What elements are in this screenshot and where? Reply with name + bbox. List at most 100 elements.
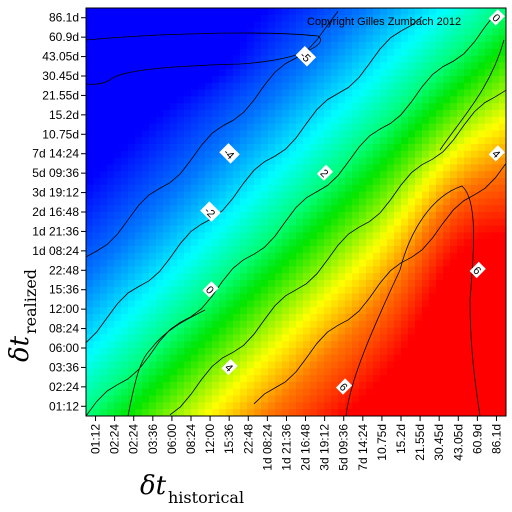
heatmap-cell (191, 184, 199, 193)
heatmap-cell (380, 178, 388, 186)
heatmap-cell (212, 327, 220, 335)
y-axis-label-sub: realized (21, 269, 40, 334)
heatmap-cell (205, 382, 213, 390)
heatmap-cell (415, 348, 423, 356)
heatmap-cell (135, 82, 143, 91)
heatmap-cell (471, 388, 479, 397)
heatmap-cell (93, 198, 101, 206)
heatmap-cell (352, 150, 360, 159)
heatmap-cell (324, 62, 332, 70)
heatmap-cell (401, 286, 409, 295)
heatmap-cell (478, 137, 486, 145)
heatmap-cell (373, 171, 381, 179)
heatmap-cell (254, 130, 262, 138)
heatmap-cell (485, 218, 493, 227)
heatmap-cell (233, 300, 241, 308)
heatmap-cell (352, 123, 360, 131)
heatmap-cell (394, 252, 402, 261)
heatmap-cell (457, 368, 465, 376)
heatmap-cell (191, 368, 199, 376)
heatmap-cell (345, 225, 353, 233)
heatmap-cell (177, 28, 185, 36)
heatmap-cell (359, 252, 367, 261)
heatmap-cell (394, 246, 402, 254)
heatmap-cell (352, 198, 360, 206)
heatmap-cell (142, 130, 150, 138)
heatmap-cell (492, 388, 500, 397)
heatmap-cell (443, 232, 451, 240)
heatmap-cell (107, 171, 115, 179)
heatmap-cell (170, 137, 178, 145)
heatmap-cell (268, 184, 276, 193)
heatmap-cell (226, 375, 234, 383)
heatmap-cell (135, 110, 143, 118)
heatmap-cell (373, 184, 381, 193)
heatmap-cell (205, 368, 213, 376)
heatmap-cell (338, 137, 346, 145)
y-tick-label: 5d 09:36 (32, 166, 79, 180)
x-tick-label: 86.1d (489, 424, 503, 454)
heatmap-cell (254, 62, 262, 70)
heatmap-cell (436, 48, 444, 57)
heatmap-cell (100, 42, 108, 50)
heatmap-cell (296, 402, 304, 410)
heatmap-cell (450, 14, 458, 23)
heatmap-cell (464, 164, 472, 172)
heatmap-cell (331, 62, 339, 70)
heatmap-cell (268, 273, 276, 281)
heatmap-cell (156, 42, 164, 50)
heatmap-cell (457, 144, 465, 152)
heatmap-cell (303, 300, 311, 308)
heatmap-cell (317, 55, 325, 63)
heatmap-cell (268, 300, 276, 308)
heatmap-cell (149, 286, 157, 295)
heatmap-cell (275, 212, 283, 220)
heatmap-cell (296, 348, 304, 356)
heatmap-cell (100, 341, 108, 349)
heatmap-cell (240, 314, 248, 322)
heatmap-cell (464, 375, 472, 383)
heatmap-cell (170, 280, 178, 288)
heatmap-cell (303, 35, 311, 43)
heatmap-cell (394, 76, 402, 84)
heatmap-cell (296, 266, 304, 274)
heatmap-cell (366, 246, 374, 254)
heatmap-cell (373, 402, 381, 410)
heatmap-cell (359, 96, 367, 104)
heatmap-cell (429, 35, 437, 43)
heatmap-cell (156, 382, 164, 390)
heatmap-cell (289, 388, 297, 397)
copyright-text: Copyright Gilles Zumbach 2012 (307, 16, 461, 28)
heatmap-cell (387, 293, 395, 301)
heatmap-cell (296, 395, 304, 403)
heatmap-cell (156, 361, 164, 369)
heatmap-cell (359, 184, 367, 193)
heatmap-cell (317, 307, 325, 315)
heatmap-cell (408, 82, 416, 91)
heatmap-cell (436, 225, 444, 233)
heatmap-cell (247, 116, 255, 125)
heatmap-cell (205, 273, 213, 281)
heatmap-cell (492, 205, 500, 213)
heatmap-cell (485, 246, 493, 254)
heatmap-cell (436, 273, 444, 281)
heatmap-cell (317, 286, 325, 295)
heatmap-cell (478, 205, 486, 213)
heatmap-cell (149, 82, 157, 91)
heatmap-cell (359, 110, 367, 118)
heatmap-cell (226, 21, 234, 29)
heatmap-cell (142, 198, 150, 206)
heatmap-cell (107, 157, 115, 165)
heatmap-cell (177, 144, 185, 152)
heatmap-cell (282, 8, 290, 16)
heatmap-cell (296, 103, 304, 111)
heatmap-cell (394, 259, 402, 267)
heatmap-cell (198, 130, 206, 138)
heatmap-cell (485, 110, 493, 118)
heatmap-cell (471, 280, 479, 288)
heatmap-cell (156, 69, 164, 77)
heatmap-cell (436, 300, 444, 308)
contour-label: 4 (221, 358, 238, 376)
heatmap-cell (345, 327, 353, 335)
heatmap-cell (268, 62, 276, 70)
